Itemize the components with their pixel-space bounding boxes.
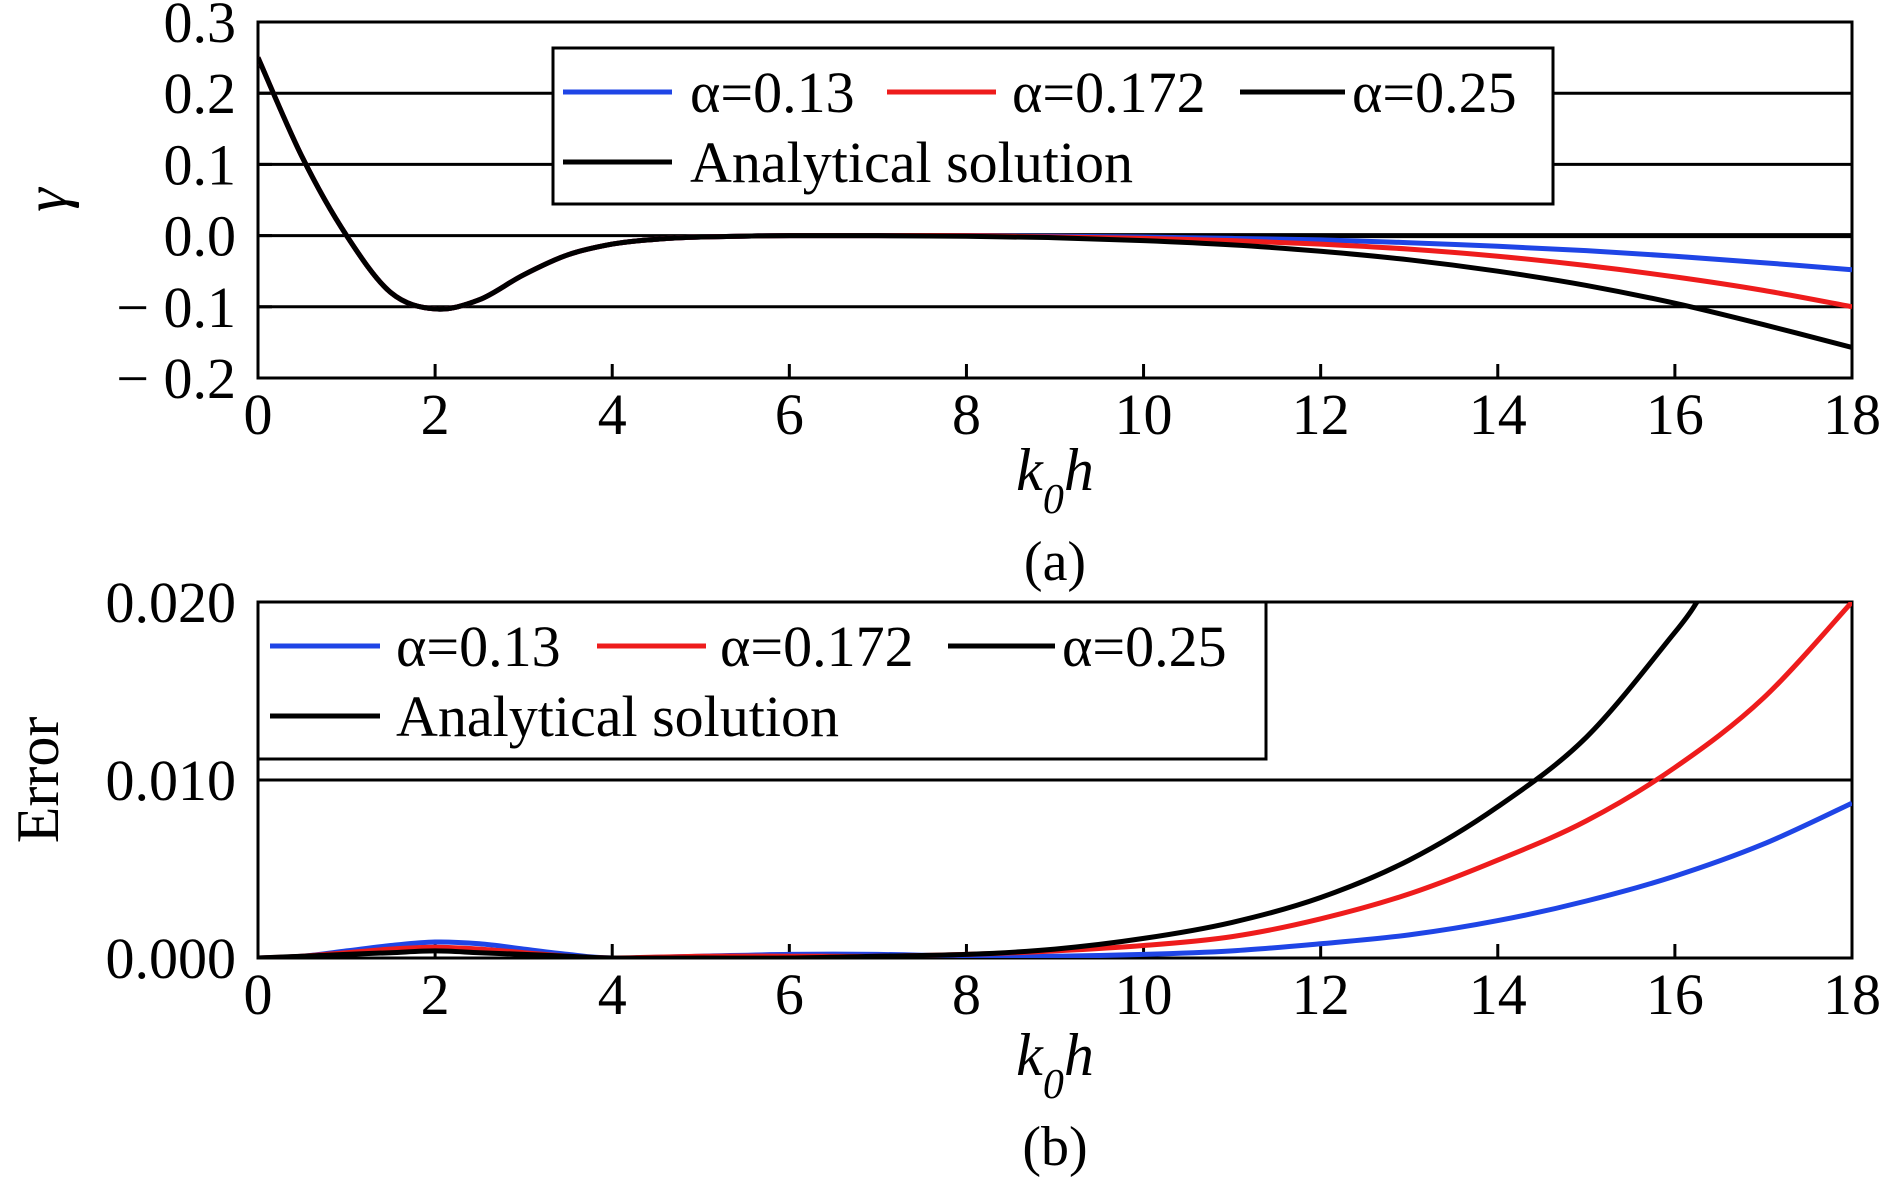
x-tick-label-a-4: 8 [952, 382, 981, 447]
legend-label-a-2: α=0.25 [1352, 60, 1517, 125]
series-lines-a [258, 56, 1852, 350]
x-ticks-b: 0 2 4 6 8 10 12 14 16 18 [244, 944, 1881, 1027]
legend-label-b-3: Analytical solution [396, 684, 839, 749]
x-ticks-a: 0 2 4 6 8 10 12 14 16 18 [244, 364, 1881, 447]
legend-label-b-1: α=0.172 [720, 614, 914, 679]
x-tick-label-a-8: 16 [1646, 382, 1704, 447]
y-tick-label-a-3: 0.0 [164, 204, 237, 269]
x-tick-label-b-2: 4 [598, 962, 627, 1027]
legend-box-b [256, 600, 1268, 761]
legend-label-b-2: α=0.25 [1062, 614, 1227, 679]
x-tick-label-a-5: 10 [1115, 382, 1173, 447]
x-tick-label-b-4: 8 [952, 962, 981, 1027]
x-tick-label-b-7: 14 [1469, 962, 1527, 1027]
y-tick-label-a-0: 0.3 [164, 0, 237, 55]
x-tick-label-b-3: 6 [775, 962, 804, 1027]
legend-box-a [551, 46, 1555, 206]
y-ticks-b: 0.020 0.010 0.000 [106, 570, 272, 991]
y-tick-label-a-4: − 0.1 [116, 275, 236, 340]
x-tick-label-a-9: 18 [1823, 382, 1881, 447]
y-tick-label-b-0: 0.020 [106, 570, 237, 635]
series-line-a-3 [258, 56, 1852, 350]
legend-label-b-0: α=0.13 [396, 614, 561, 679]
y-tick-label-b-2: 0.000 [106, 926, 237, 991]
legend-label-a-3: Analytical solution [690, 130, 1133, 195]
y-ticks-a: 0.3 0.20.1 0.0− 0.1− 0.2 [116, 0, 272, 411]
x-tick-label-b-1: 2 [421, 962, 450, 1027]
chart-panel-b: 0 2 4 6 8 10 12 14 16 18 0.020 0.010 0.000 Error k0… [5, 570, 1881, 1178]
x-tick-label-b-8: 16 [1646, 962, 1704, 1027]
y-tick-label-a-5: − 0.2 [116, 346, 236, 411]
caption-a: (a) [1024, 531, 1086, 593]
legend-b: α=0.13 α=0.172 α=0.25 Analytical solutio… [256, 600, 1268, 761]
plot-frame-a [256, 20, 1854, 380]
y-axis-label-b: Error [5, 717, 71, 844]
x-tick-label-b-6: 12 [1292, 962, 1350, 1027]
y-tick-label-a-1: 0.2 [164, 61, 237, 126]
x-axis-label-a: k0h [1016, 437, 1094, 523]
x-tick-label-b-0: 0 [244, 962, 273, 1027]
x-tick-label-a-6: 12 [1292, 382, 1350, 447]
x-tick-label-a-3: 6 [775, 382, 804, 447]
chart-panel-a: 0 2 4 6 8 10 12 14 16 18 0.3 0.20.1 0.0− 0.1− 0.2 γ… [13, 0, 1881, 593]
y-tick-label-b-1: 0.010 [106, 748, 237, 813]
x-tick-label-a-7: 14 [1469, 382, 1527, 447]
x-axis-label-b: k0h [1016, 1022, 1094, 1108]
legend-a: α=0.13 α=0.172 α=0.25 Analytical solutio… [551, 46, 1555, 206]
legend-label-a-1: α=0.172 [1012, 60, 1206, 125]
caption-b: (b) [1022, 1116, 1087, 1178]
x-tick-label-a-1: 2 [421, 382, 450, 447]
y-axis-label-a: γ [13, 187, 79, 212]
series-line-b-0 [258, 800, 1852, 958]
legend-label-a-0: α=0.13 [690, 60, 855, 125]
y-tick-label-a-2: 0.1 [164, 132, 237, 197]
series-line-b-2 [258, 602, 1700, 958]
x-tick-label-a-2: 4 [598, 382, 627, 447]
x-tick-label-b-5: 10 [1115, 962, 1173, 1027]
series-lines-b [258, 602, 1852, 958]
x-tick-label-a-0: 0 [244, 382, 273, 447]
x-tick-label-b-9: 18 [1823, 962, 1881, 1027]
